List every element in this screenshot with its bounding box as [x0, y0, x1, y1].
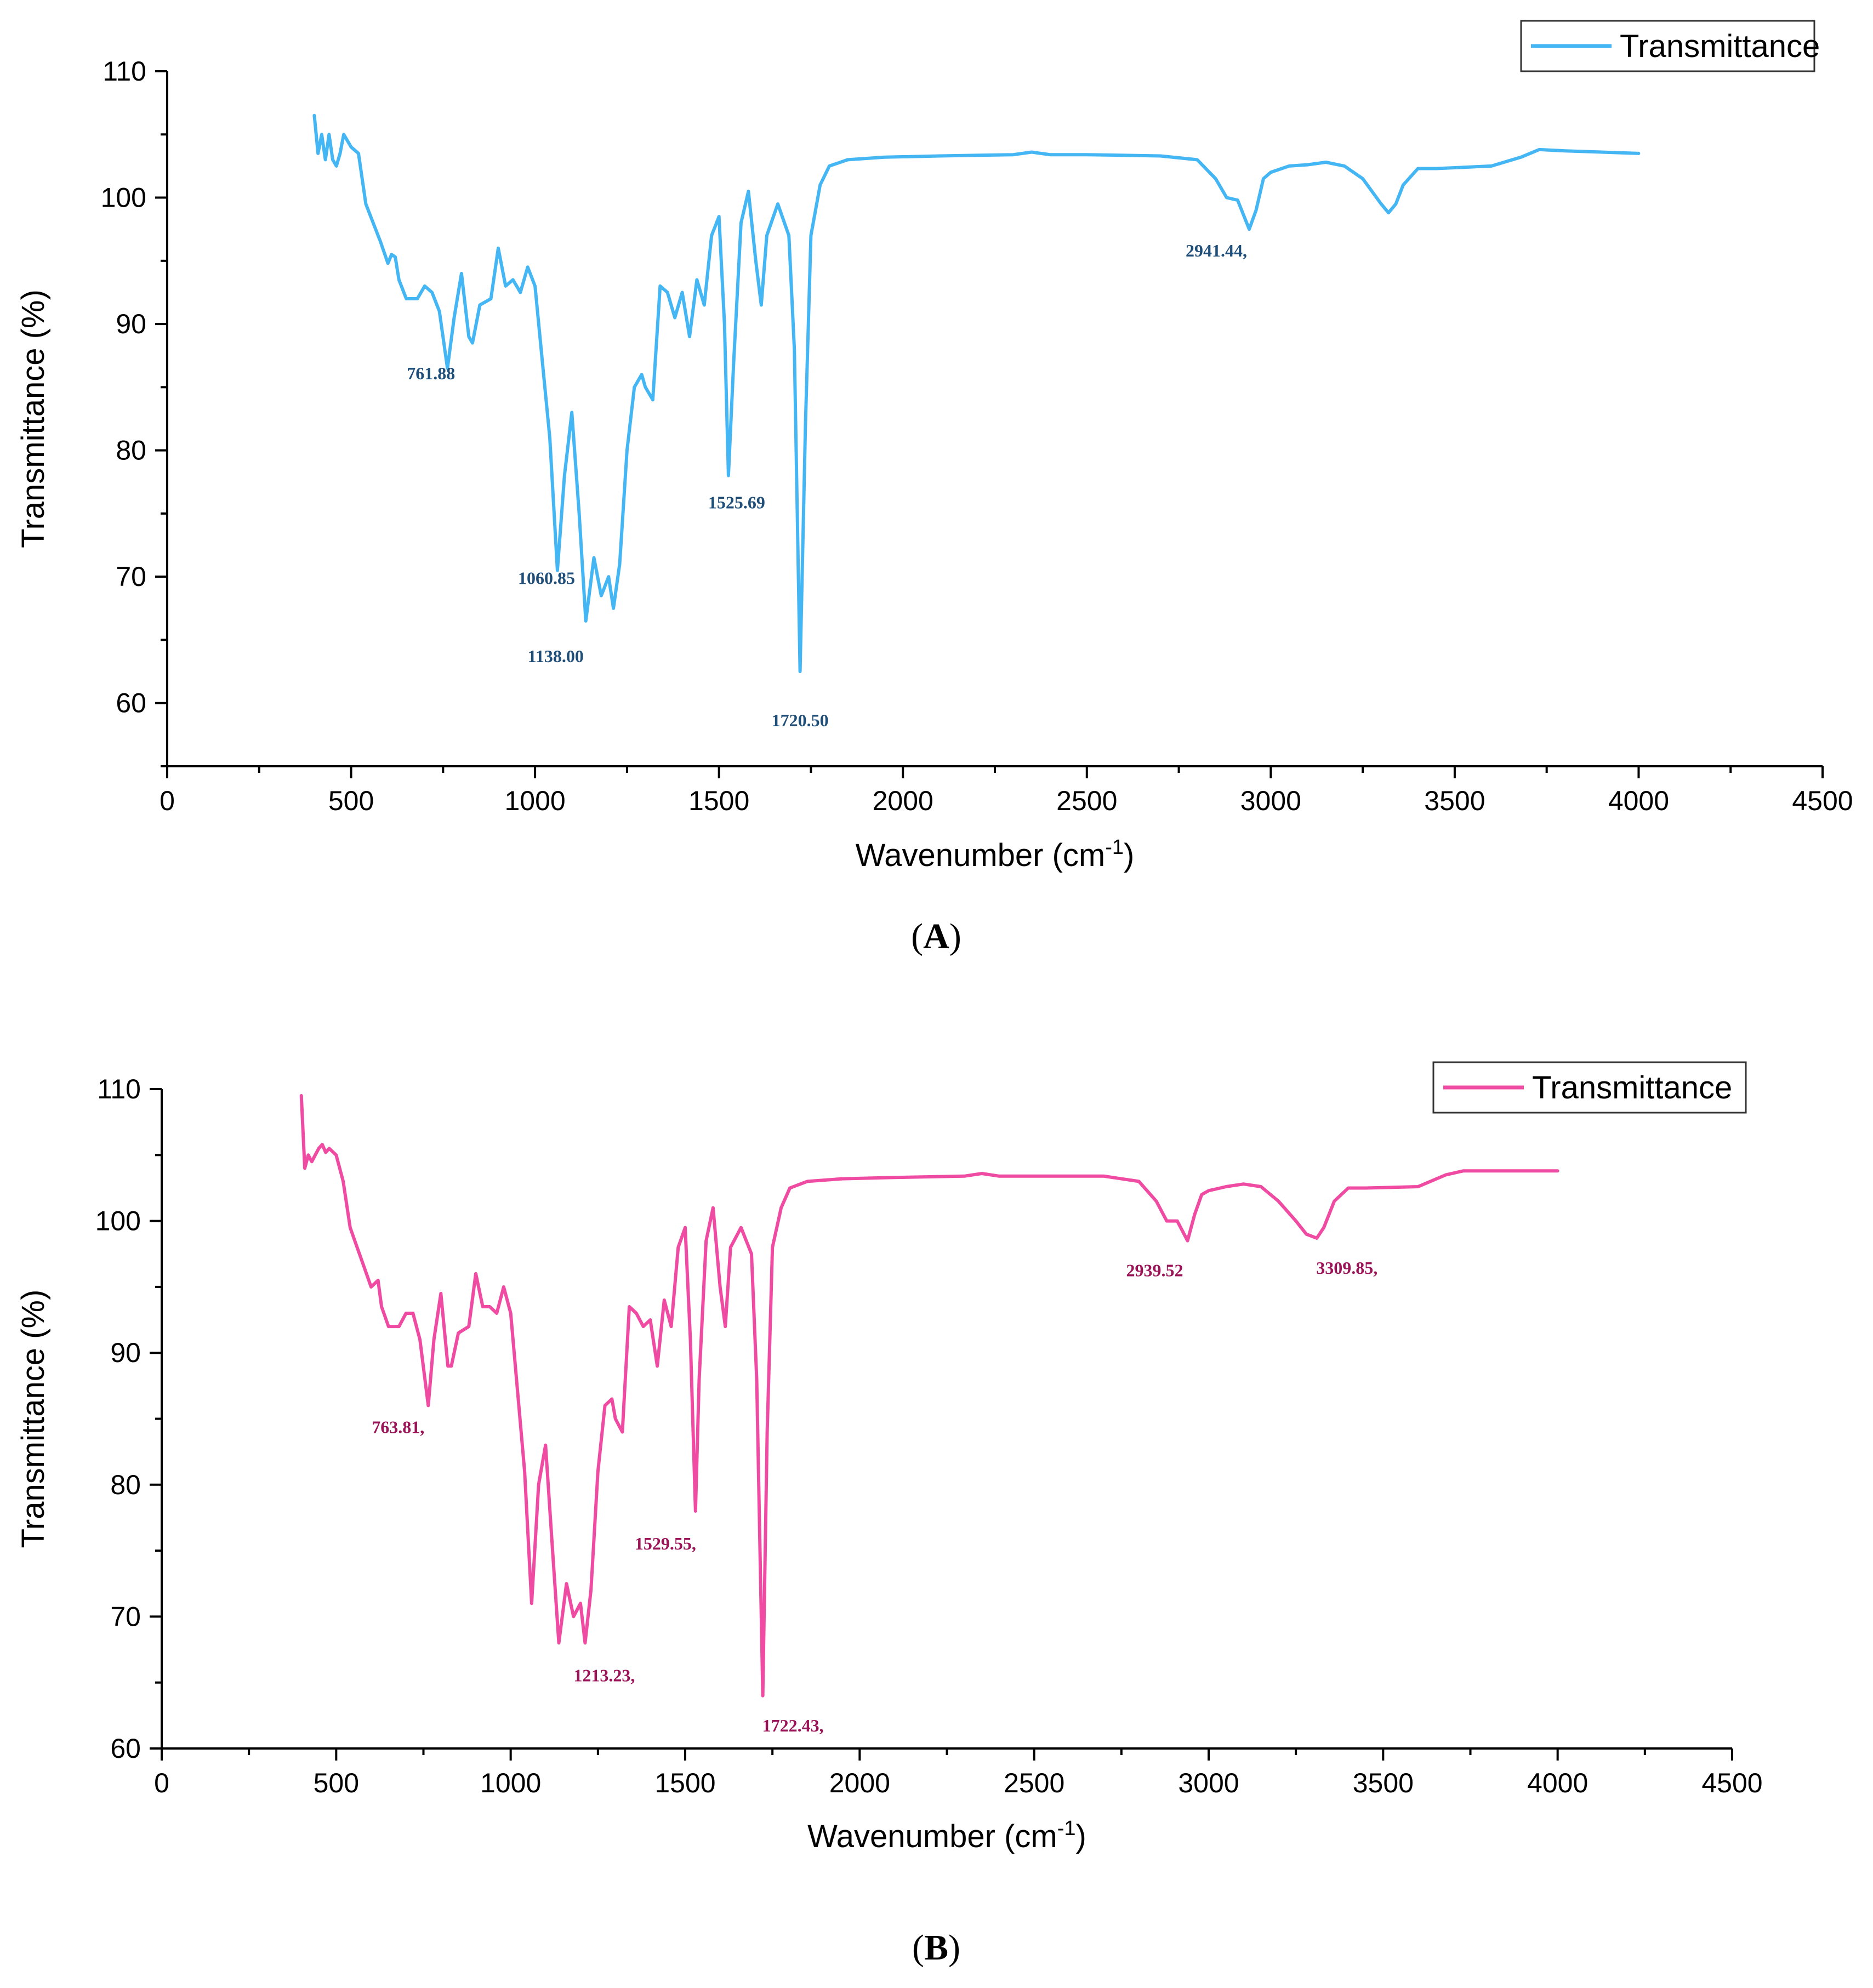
x-tick-label: 4000	[1608, 785, 1669, 816]
chart-panel-b: 0 500 1000 1500 2000 2500 3000 3500 4000 4500 60 70…	[15, 1061, 1763, 1968]
legend-label: Transmittance	[1620, 29, 1820, 64]
panel-letter: (A)	[911, 916, 961, 956]
x-tick-label: 4500	[1701, 1768, 1762, 1798]
x-tick-label: 3000	[1240, 785, 1301, 816]
x-axis-title: Wavenumber (cm-1)	[856, 836, 1135, 873]
y-tick-label: 100	[95, 1206, 141, 1237]
y-tick-label: 70	[116, 561, 146, 592]
y-tick-label: 80	[116, 435, 146, 466]
peak-label: 1720.50	[772, 710, 829, 730]
x-tick-label: 0	[160, 785, 175, 816]
peak-label: 1138.00	[528, 646, 584, 666]
x-tick-label: 0	[154, 1768, 169, 1798]
y-tick-label: 70	[110, 1601, 141, 1632]
legend-label: Transmittance	[1532, 1070, 1732, 1106]
x-tick-label: 2000	[873, 785, 933, 816]
chart-panel-a: 0 500 1000 1500 2000 2500 3000 3500 4000 4500 60 70…	[15, 20, 1853, 956]
y-axis-title: Transmittance (%)	[15, 1290, 51, 1548]
x-tick-label: 1500	[688, 785, 749, 816]
x-tick-label: 500	[328, 785, 374, 816]
peak-label: 1060.85	[518, 568, 575, 588]
series-line-transmittance	[299, 1094, 1559, 1698]
peak-label: 763.81,	[372, 1417, 424, 1437]
y-tick-label: 110	[97, 1074, 141, 1104]
y-tick-label: 110	[103, 56, 146, 87]
peak-label: 761.88	[407, 363, 455, 383]
peak-label: 1722.43,	[762, 1716, 824, 1735]
x-tick-label: 4500	[1792, 785, 1853, 816]
x-tick-label: 1000	[480, 1768, 541, 1798]
y-tick-label: 60	[110, 1733, 141, 1764]
peak-label: 1525.69	[708, 493, 765, 512]
x-tick-label: 3500	[1424, 785, 1485, 816]
x-axis-title: Wavenumber (cm-1)	[807, 1817, 1086, 1854]
x-tick-label: 2500	[1004, 1768, 1064, 1798]
x-tick-label: 1500	[654, 1768, 715, 1798]
peak-label: 1529.55,	[635, 1534, 696, 1553]
x-tick-label: 3500	[1353, 1768, 1414, 1798]
x-tick-label: 4000	[1527, 1768, 1588, 1798]
y-tick-label: 90	[116, 309, 146, 339]
y-tick-label: 100	[101, 183, 146, 213]
x-tick-label: 1000	[504, 785, 565, 816]
x-tick-label: 2000	[829, 1768, 890, 1798]
y-tick-label: 60	[116, 688, 146, 719]
y-axis-title: Transmittance (%)	[15, 289, 51, 548]
series-line-transmittance	[312, 113, 1641, 674]
peak-label: 1213.23,	[573, 1666, 635, 1685]
peak-label: 3309.85,	[1316, 1258, 1377, 1278]
x-tick-label: 3000	[1178, 1768, 1239, 1798]
panel-letter: (B)	[912, 1928, 960, 1968]
y-tick-label: 90	[110, 1337, 141, 1368]
x-tick-label: 2500	[1056, 785, 1117, 816]
peak-label: 2939.52	[1126, 1261, 1183, 1280]
peak-label: 2941.44,	[1186, 241, 1247, 260]
x-tick-label: 500	[314, 1768, 359, 1798]
y-tick-label: 80	[110, 1469, 141, 1500]
